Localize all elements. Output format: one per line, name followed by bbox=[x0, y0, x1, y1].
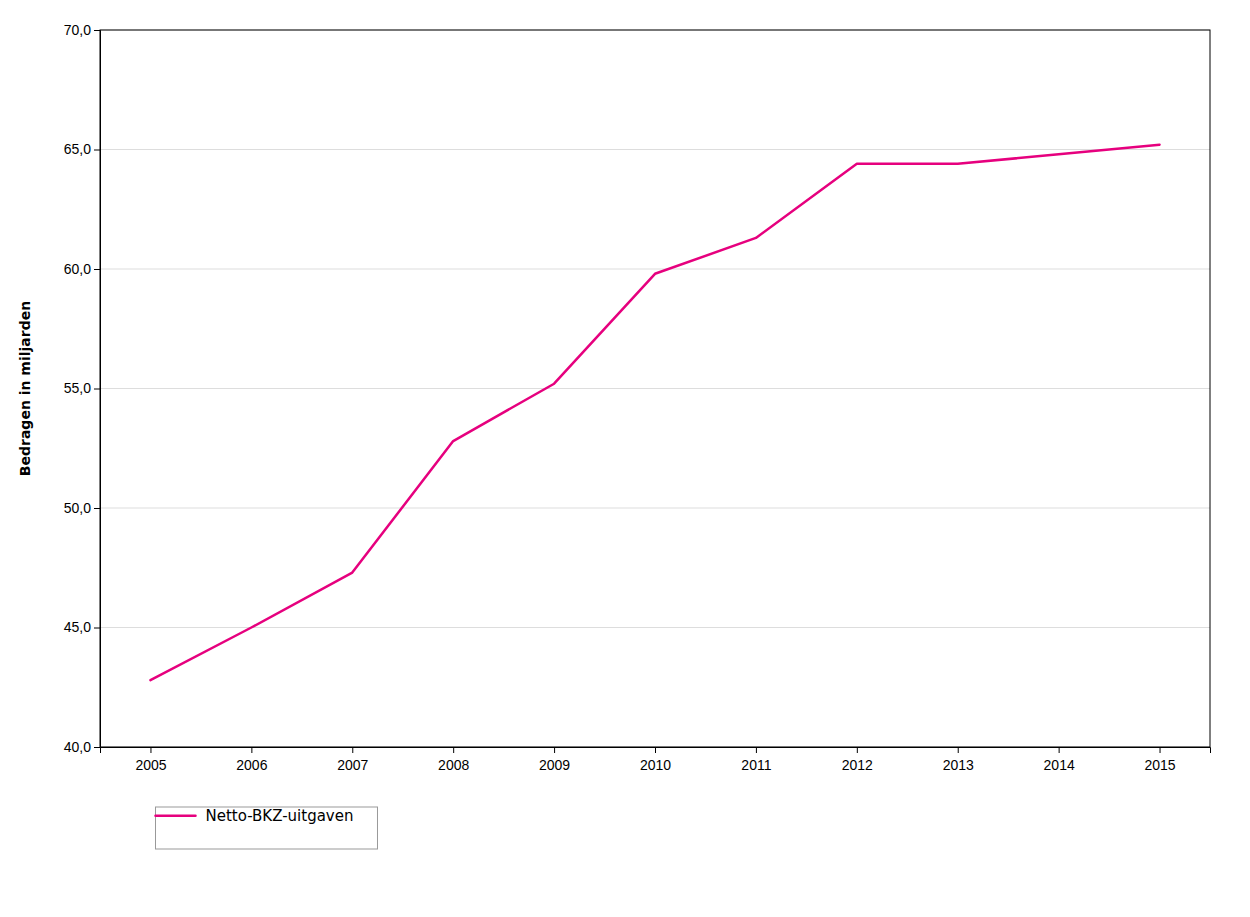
grid-line bbox=[100, 269, 1210, 270]
legend-item: Netto-BKZ-uitgaven bbox=[156, 807, 354, 825]
legend-label: Netto-BKZ-uitgaven bbox=[206, 807, 354, 825]
x-tick-label: 2014 bbox=[1044, 757, 1075, 773]
y-tick: 65,0 bbox=[64, 141, 100, 157]
y-tick-label: 55,0 bbox=[64, 380, 91, 396]
x-tick-label: 2011 bbox=[741, 757, 771, 773]
x-tick: 2007 bbox=[337, 747, 368, 773]
x-tick-mark bbox=[655, 747, 656, 753]
x-tick-mark bbox=[1160, 747, 1161, 753]
x-tick: 2009 bbox=[539, 747, 570, 773]
x-tick-label: 2010 bbox=[640, 757, 671, 773]
marks bbox=[150, 145, 1159, 680]
x-tick-label: 2013 bbox=[943, 757, 974, 773]
y-axis-title: Bedragen in miljarden bbox=[17, 301, 33, 476]
y-tick-mark bbox=[94, 747, 100, 748]
x-tick: 2014 bbox=[1044, 747, 1075, 773]
x-tick-label: 2006 bbox=[236, 757, 267, 773]
x-tick-mark bbox=[958, 747, 959, 753]
x-tick-mark bbox=[756, 747, 757, 753]
grid-line bbox=[100, 388, 1210, 389]
line bbox=[150, 145, 1159, 680]
y-tick: 60,0 bbox=[64, 261, 100, 277]
x-axis: 2005 2006 2007 2008 2009 2010 2011 2012 2013 2014… bbox=[101, 747, 1211, 773]
x-axis-line bbox=[101, 748, 1211, 754]
x-tick: 2008 bbox=[438, 747, 469, 773]
x-tick-mark bbox=[1059, 747, 1060, 753]
x-tick-mark bbox=[453, 747, 454, 753]
y-tick: 55,0 bbox=[64, 380, 100, 396]
plot: 2005 2006 2007 2008 2009 2010 2011 2012 2013 2014… bbox=[64, 22, 1211, 773]
y-tick-mark bbox=[94, 389, 100, 390]
legend-swatch bbox=[156, 815, 196, 818]
x-tick: 2005 bbox=[135, 747, 166, 773]
x-tick-label: 2007 bbox=[337, 757, 368, 773]
x-tick-mark bbox=[150, 747, 151, 753]
y-axis: 40,0 45,0 50,0 55,0 60,0 65,0 70,0 bbox=[64, 22, 101, 755]
x-tick: 2010 bbox=[640, 747, 671, 773]
legend: Netto-BKZ-uitgaven bbox=[156, 807, 378, 849]
x-tick: 2006 bbox=[236, 747, 267, 773]
x-tick-label: 2009 bbox=[539, 757, 570, 773]
chart: 2005 2006 2007 2008 2009 2010 2011 2012 2013 2014… bbox=[0, 0, 1250, 917]
x-tick: 2012 bbox=[842, 747, 873, 773]
x-tick: 2013 bbox=[943, 747, 974, 773]
y-axis-line bbox=[94, 31, 101, 748]
y-tick-label: 45,0 bbox=[64, 619, 91, 635]
y-tick-label: 70,0 bbox=[64, 22, 91, 38]
y-tick: 40,0 bbox=[64, 739, 100, 755]
y-tick-label: 65,0 bbox=[64, 141, 91, 157]
y-tick: 45,0 bbox=[64, 619, 100, 635]
x-tick-label: 2005 bbox=[135, 757, 166, 773]
grid-line bbox=[100, 627, 1210, 628]
grid-line bbox=[100, 508, 1210, 509]
y-tick: 70,0 bbox=[64, 22, 100, 38]
y-tick: 50,0 bbox=[64, 500, 100, 516]
y-tick-mark bbox=[94, 269, 100, 270]
x-tick-label: 2015 bbox=[1144, 757, 1175, 773]
x-tick-mark bbox=[352, 747, 353, 753]
x-tick-mark bbox=[251, 747, 252, 753]
chart-container: 2005 2006 2007 2008 2009 2010 2011 2012 2013 2014… bbox=[0, 0, 1250, 917]
x-tick: 2011 bbox=[741, 747, 771, 773]
grid-line bbox=[100, 149, 1210, 150]
y-tick-mark bbox=[94, 508, 100, 509]
y-tick-label: 50,0 bbox=[64, 500, 91, 516]
grid bbox=[100, 30, 1210, 747]
x-tick-label: 2012 bbox=[842, 757, 873, 773]
y-tick-mark bbox=[94, 628, 100, 629]
x-tick: 2015 bbox=[1144, 747, 1175, 773]
y-tick-label: 40,0 bbox=[64, 739, 91, 755]
y-tick-mark bbox=[94, 30, 100, 31]
x-tick-mark bbox=[857, 747, 858, 753]
x-tick-label: 2008 bbox=[438, 757, 469, 773]
y-tick-label: 60,0 bbox=[64, 261, 91, 277]
x-tick-mark bbox=[554, 747, 555, 753]
plot-frame bbox=[100, 30, 1210, 747]
legend-frame bbox=[156, 807, 378, 849]
y-tick-mark bbox=[94, 150, 100, 151]
